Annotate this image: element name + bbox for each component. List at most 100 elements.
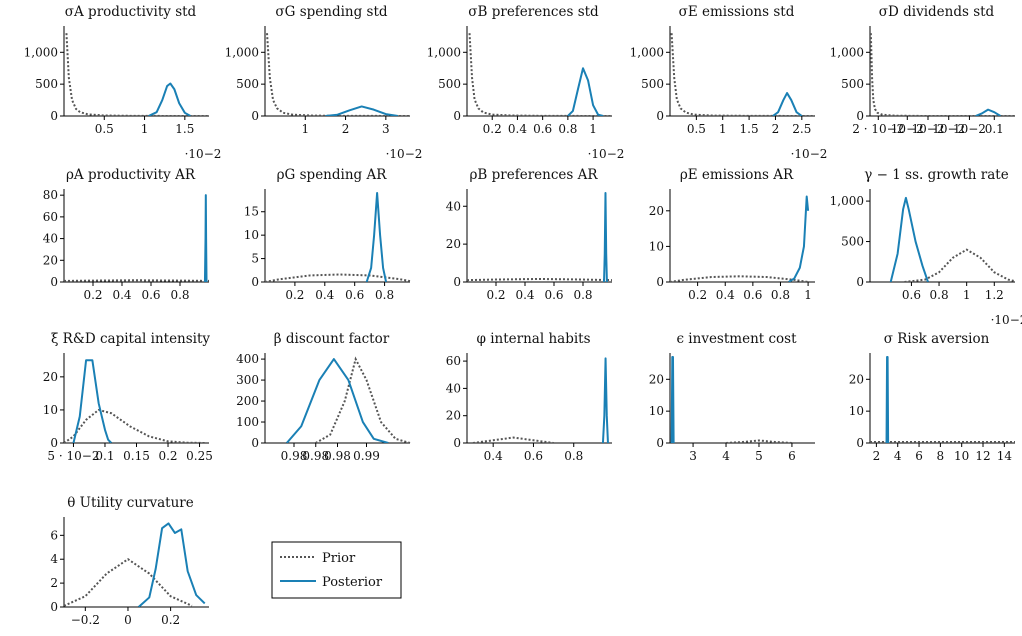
x-tick-label: 0.2 — [486, 288, 505, 302]
x-tick-label: 5 · 10−2 — [47, 449, 99, 463]
x-tick-label: 2 — [873, 449, 881, 463]
x-scale-multiplier: ·10−2 — [185, 147, 222, 161]
posterior-curve — [601, 357, 609, 443]
prior-curve — [64, 279, 210, 282]
panel-3: σE emissions std 0 500 1,000 0.5 1 1.5 2 2.5 ·10−… — [630, 4, 828, 161]
y-tick-label: 20 — [649, 204, 664, 218]
panel-title: ρA productivity AR — [66, 167, 196, 183]
x-scale-multiplier: ·10−2 — [588, 147, 625, 161]
panel-13: ϵ investment cost 0 10 20 3 4 5 6 — [649, 331, 815, 463]
posterior-curve — [137, 522, 206, 607]
panel-title: σ Risk aversion — [884, 331, 990, 347]
y-tick-label: 4 — [50, 552, 58, 566]
x-tick-label: 0.8 — [771, 288, 790, 302]
prior-curve — [472, 436, 554, 443]
panel-2: σB preferences std 0 500 1,000 0.2 0.4 0.6 0.8 1… — [427, 4, 625, 161]
y-tick-label: 2 — [50, 576, 58, 590]
y-tick-label: 20 — [446, 237, 461, 251]
y-tick-label: 0 — [251, 109, 259, 123]
y-tick-label: 20 — [649, 372, 664, 386]
x-tick-label: 10 — [954, 449, 969, 463]
y-tick-label: 0 — [656, 275, 664, 289]
x-tick-label: 10−2 — [953, 122, 986, 136]
x-tick-label: 0.4 — [484, 449, 503, 463]
posterior-curve — [365, 192, 388, 282]
y-tick-label: 500 — [841, 235, 864, 249]
panel-title: σE emissions std — [679, 4, 795, 20]
x-tick-label: 1 — [963, 288, 971, 302]
panel-9: γ − 1 ss. growth rate 0 500 1,000 0.6 0.8 1 1.2… — [830, 167, 1022, 327]
x-tick-label: 0.4 — [315, 288, 334, 302]
panel-1: σG spending std 0 500 1,000 1 2 3 ·10−2 — [225, 4, 423, 161]
y-tick-label: 10 — [649, 239, 664, 253]
posterior-curve — [670, 356, 675, 443]
y-tick-label: 40 — [43, 232, 58, 246]
y-tick-label: 1,000 — [630, 45, 664, 59]
y-tick-label: 80 — [43, 188, 58, 202]
y-tick-label: 0 — [453, 275, 461, 289]
panel-7: ρB preferences AR 0 20 40 0.2 0.4 0.6 0.8 — [446, 167, 613, 302]
x-tick-label: 10−2 — [891, 122, 924, 136]
y-tick-label: 0 — [856, 109, 864, 123]
y-tick-label: 0 — [453, 109, 461, 123]
x-tick-label: 0.1 — [985, 122, 1004, 136]
x-scale-multiplier: ·10−2 — [386, 147, 423, 161]
y-tick-label: 500 — [841, 77, 864, 91]
x-tick-label: 0.2 — [285, 288, 304, 302]
panel-5: ρA productivity AR 0 20 40 60 80 0.2 0.4 0.6 0.8 — [43, 167, 210, 302]
y-tick-label: 0 — [251, 275, 259, 289]
x-tick-label: 5 — [755, 449, 763, 463]
x-tick-label: 0.6 — [544, 288, 563, 302]
x-tick-label: 0.6 — [533, 122, 552, 136]
posterior-curve — [325, 105, 399, 116]
prior-curve — [64, 408, 206, 443]
x-tick-label: −0.2 — [71, 613, 100, 627]
x-tick-label: 1.5 — [175, 122, 194, 136]
y-tick-label: 500 — [438, 77, 461, 91]
prior-curve — [468, 33, 613, 116]
x-tick-label: 2 — [342, 122, 350, 136]
panel-title: φ internal habits — [476, 331, 590, 347]
y-tick-label: 100 — [236, 415, 259, 429]
panel-12: φ internal habits 0 20 40 60 0.4 0.6 0.8 — [446, 331, 612, 463]
y-tick-label: 0 — [50, 109, 58, 123]
x-tick-label: 0.15 — [123, 449, 150, 463]
x-tick-label: 0.6 — [141, 288, 160, 302]
y-tick-label: 6 — [50, 528, 58, 542]
x-tick-label: 3 — [382, 122, 390, 136]
y-tick-label: 10 — [244, 228, 259, 242]
panel-title: γ − 1 ss. growth rate — [864, 167, 1008, 183]
prior-curve — [65, 33, 210, 116]
x-tick-label: 0.4 — [515, 288, 534, 302]
x-tick-label: 0.1 — [95, 449, 114, 463]
panel-title: β discount factor — [274, 331, 390, 347]
y-tick-label: 0 — [50, 600, 58, 614]
panel-14: σ Risk aversion 0 10 20 2 4 6 8 10 12 14 — [849, 331, 1015, 463]
y-tick-label: 0 — [50, 275, 58, 289]
prior-curve — [315, 356, 411, 443]
panel-15: θ Utility curvature 0 2 4 6 −0.2 0 0.2 — [50, 495, 209, 627]
x-tick-label: 0.6 — [345, 288, 364, 302]
panel-6: ρG spending AR 0 5 10 15 0.2 0.4 0.6 0.8 — [244, 167, 411, 302]
y-tick-label: 500 — [35, 77, 58, 91]
panel-title: ρG spending AR — [277, 167, 388, 183]
x-tick-label: 0.6 — [902, 288, 921, 302]
posterior-curve — [603, 192, 608, 282]
x-tick-label: 0.8 — [558, 122, 577, 136]
x-tick-label: 2 · 10−2 — [852, 122, 904, 136]
x-tick-label: 0.8 — [375, 288, 394, 302]
prior-curve — [904, 248, 1016, 282]
x-tick-label: 0.8 — [564, 449, 583, 463]
posterior-curve — [285, 358, 389, 443]
y-tick-label: 1,000 — [830, 45, 864, 59]
y-tick-label: 10 — [849, 404, 864, 418]
x-tick-label: 0.5 — [95, 122, 114, 136]
x-tick-label: 1.2 — [985, 288, 1004, 302]
x-tick-label: 1 — [589, 122, 597, 136]
prior-curve — [64, 558, 193, 607]
x-tick-label: 0.2 — [161, 613, 180, 627]
prior-curve — [467, 277, 613, 282]
panel-8: ρE emissions AR 0 10 20 0.2 0.4 0.6 0.8 1 — [649, 167, 815, 302]
x-tick-label: 14 — [997, 449, 1013, 463]
